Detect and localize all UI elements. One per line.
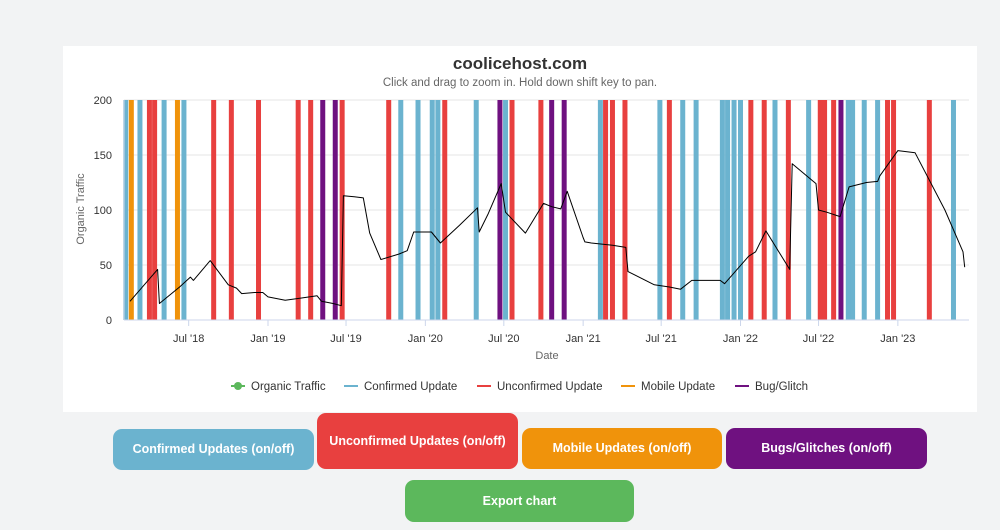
legend-label: Unconfirmed Update [497, 381, 602, 393]
unconfirmed-update-band [761, 100, 767, 320]
unconfirmed-update-band [831, 100, 837, 320]
confirmed-update-band [161, 100, 167, 320]
x-tick-label: Jan '19 [250, 333, 285, 345]
unconfirmed-update-band [822, 100, 828, 320]
unconfirmed-update-band [308, 100, 314, 320]
toggle-mobile-updates-button[interactable]: Mobile Updates (on/off) [522, 428, 722, 469]
mobile-update-band [128, 100, 134, 320]
legend-label: Organic Traffic [251, 381, 326, 393]
update-bands [123, 100, 956, 320]
unconfirmed-update-band [926, 100, 932, 320]
legend-label: Bug/Glitch [755, 381, 808, 393]
unconfirmed-update-band [211, 100, 217, 320]
confirmed-update-band [597, 100, 603, 320]
axes: 0 50 100 150 200 Jul '18 Jan '19 Jul '19 Jan '20… [94, 95, 969, 345]
y-tick-label: 200 [94, 95, 112, 107]
export-chart-button[interactable]: Export chart [405, 480, 634, 522]
unconfirmed-update-band [609, 100, 615, 320]
confirmed-update-band [772, 100, 778, 320]
unconfirmed-update-band [885, 100, 891, 320]
confirmed-update-band [429, 100, 435, 320]
bug-update-band [320, 100, 326, 320]
x-tick-label: Jan '22 [723, 333, 758, 345]
confirmed-update-band [738, 100, 744, 320]
confirmed-update-band [137, 100, 143, 320]
confirmed-update-band [725, 100, 731, 320]
x-axis-title: Date [535, 350, 558, 362]
confirmed-update-band [680, 100, 686, 320]
bug-update-band [561, 100, 567, 320]
x-tick-label: Jul '21 [645, 333, 676, 345]
bug-update-band [332, 100, 338, 320]
confirmed-update-band [845, 100, 851, 320]
x-tick-label: Jan '20 [408, 333, 443, 345]
unconfirmed-update-band [442, 100, 448, 320]
unconfirmed-update-band [891, 100, 897, 320]
unconfirmed-update-band [538, 100, 544, 320]
x-tick-label: Jul '19 [330, 333, 361, 345]
bug-update-band [497, 100, 503, 320]
x-tick-label: Jul '18 [173, 333, 204, 345]
confirmed-update-band [181, 100, 187, 320]
bug-update-band [838, 100, 844, 320]
confirmed-update-band [719, 100, 725, 320]
confirmed-update-band [806, 100, 812, 320]
confirmed-update-band [693, 100, 699, 320]
unconfirmed-update-band [295, 100, 301, 320]
toggle-bugs-glitches-button[interactable]: Bugs/Glitches (on/off) [726, 428, 927, 469]
x-tick-label: Jul '20 [488, 333, 519, 345]
legend: Organic Traffic Confirmed Update Unconfirm… [231, 381, 808, 393]
unconfirmed-update-band [622, 100, 628, 320]
unconfirmed-update-band [785, 100, 791, 320]
confirmed-update-band [415, 100, 421, 320]
chart[interactable]: 0 50 100 150 200 Jul '18 Jan '19 Jul '19 Jan '20… [63, 46, 977, 412]
x-tick-label: Jan '21 [566, 333, 601, 345]
confirmed-update-band [861, 100, 867, 320]
organic-traffic-line [129, 150, 966, 307]
unconfirmed-update-band [256, 100, 262, 320]
confirmed-update-band [731, 100, 737, 320]
y-tick-label: 100 [94, 205, 112, 217]
unconfirmed-update-band [146, 100, 152, 320]
confirmed-update-band [875, 100, 881, 320]
unconfirmed-update-band [339, 100, 345, 320]
x-tick-label: Jul '22 [803, 333, 834, 345]
unconfirmed-update-band [228, 100, 234, 320]
mobile-update-band [174, 100, 180, 320]
confirmed-update-band [398, 100, 404, 320]
bug-update-band [549, 100, 555, 320]
x-tick-label: Jan '23 [880, 333, 915, 345]
toggle-confirmed-updates-button[interactable]: Confirmed Updates (on/off) [113, 429, 314, 470]
chart-title: coolicehost.com [453, 54, 587, 73]
toggle-unconfirmed-updates-button[interactable]: Unconfirmed Updates (on/off) [317, 413, 518, 469]
legend-marker [234, 382, 242, 390]
y-tick-label: 50 [100, 260, 112, 272]
unconfirmed-update-band [603, 100, 609, 320]
unconfirmed-update-band [509, 100, 515, 320]
confirmed-update-band [435, 100, 441, 320]
y-tick-label: 0 [106, 315, 112, 327]
y-tick-label: 150 [94, 150, 112, 162]
unconfirmed-update-band [152, 100, 158, 320]
unconfirmed-update-band [386, 100, 392, 320]
unconfirmed-update-band [748, 100, 754, 320]
legend-label: Confirmed Update [364, 381, 457, 393]
confirmed-update-band [123, 100, 129, 320]
chart-subtitle: Click and drag to zoom in. Hold down shi… [383, 77, 657, 89]
y-axis-title: Organic Traffic [75, 173, 87, 245]
confirmed-update-band [473, 100, 479, 320]
legend-label: Mobile Update [641, 381, 715, 393]
traffic-line-layer [129, 150, 966, 307]
confirmed-update-band [657, 100, 663, 320]
confirmed-update-band [950, 100, 956, 320]
confirmed-update-band [850, 100, 856, 320]
chart-card: 0 50 100 150 200 Jul '18 Jan '19 Jul '19 Jan '20… [63, 46, 977, 412]
unconfirmed-update-band [666, 100, 672, 320]
